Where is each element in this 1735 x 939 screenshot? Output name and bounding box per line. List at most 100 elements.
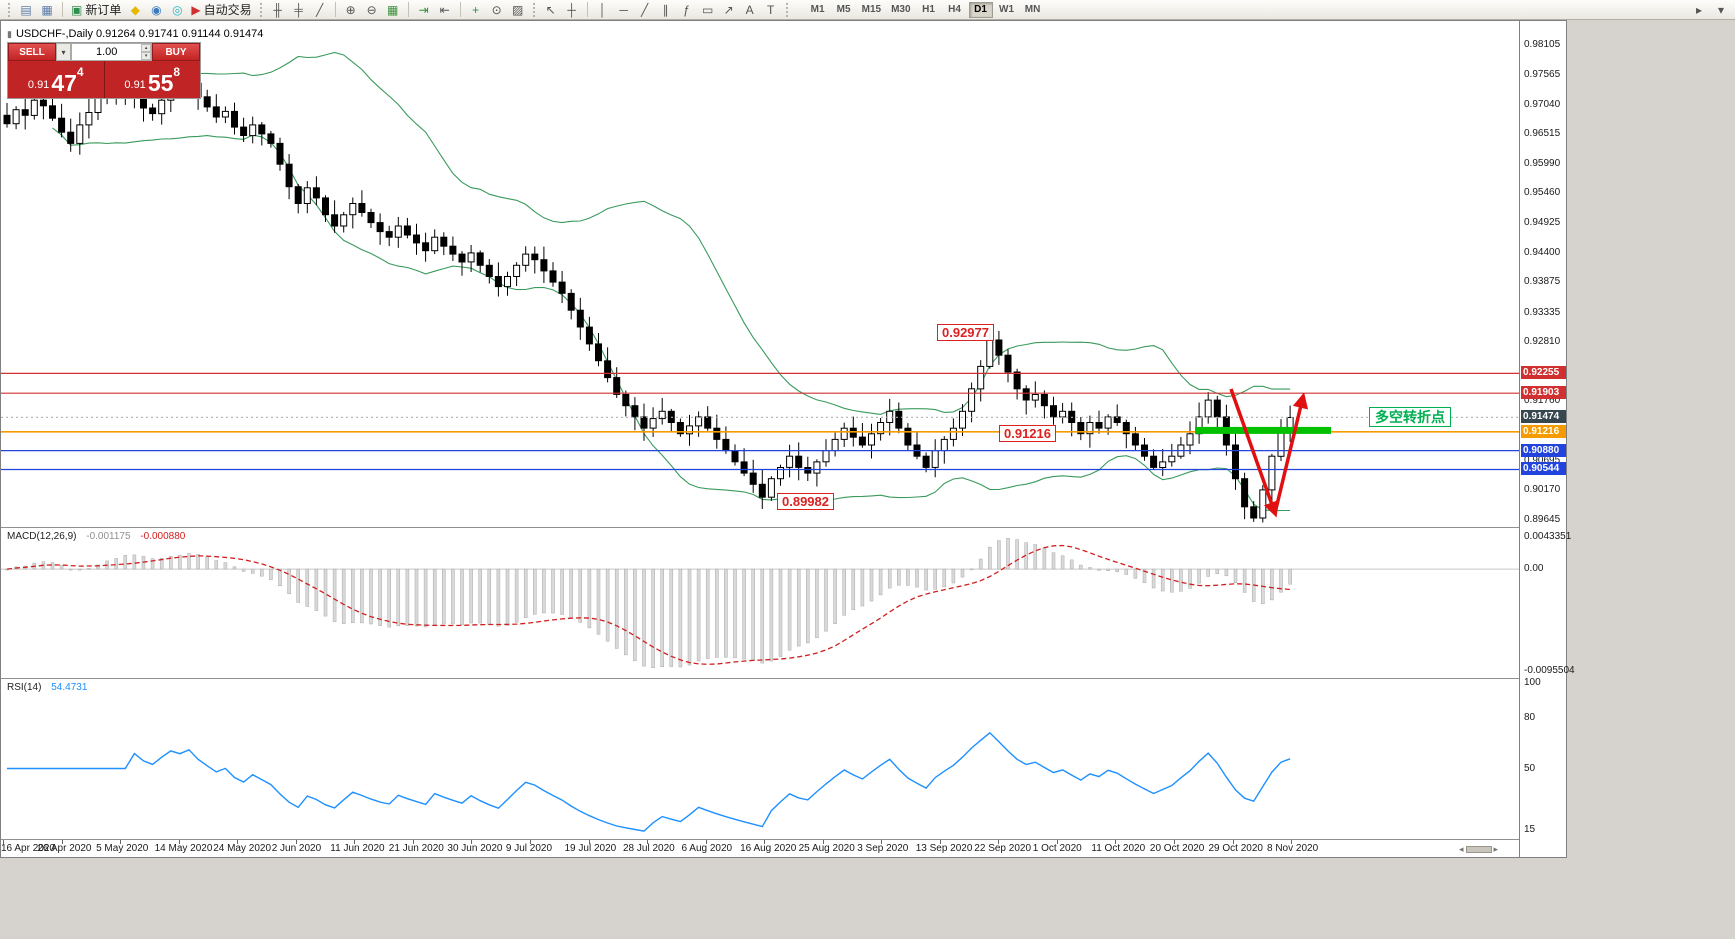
panel-splitter-1[interactable] [1,527,1566,528]
horizontal-line-icon[interactable]: ─ [614,1,634,19]
date-tick [705,840,707,844]
panel-splitter-2[interactable] [1,678,1566,679]
price-axis[interactable]: 0.98105 0.97565 0.97040 0.96515 0.95990 0.954… [1519,21,1575,857]
price-axis-label: 0.98105 [1524,38,1561,50]
line-chart-icon-glyph: ╱ [315,2,324,17]
auto-scroll-icon[interactable]: ⇥ [414,1,434,19]
date-label: 26 Apr 2020 [37,843,92,854]
buy-button[interactable]: BUY [152,43,200,61]
price-chart[interactable]: ▮ USDCHF-,Daily 0.91264 0.91741 0.91144 … [1,21,1519,527]
timeframe-mn[interactable]: MN [1021,2,1045,18]
price-axis-label: 0.93335 [1524,306,1561,318]
zoom-out-icon[interactable]: ⊖ [362,1,382,19]
shapes-icon[interactable]: ▭ [698,1,718,19]
support-line-tag-2: 0.90544 [1521,462,1566,476]
toolbar-right-icon-1[interactable]: ▸ [1689,1,1709,19]
sell-price[interactable]: 0.91 47 4 [8,61,105,98]
zoom-out-icon-glyph: ⊖ [366,2,377,17]
macd-header: MACD(12,26,9) -0.001175 -0.000880 [7,531,185,542]
tile-windows-icon[interactable]: ▦ [383,1,403,19]
price-axis-label: 0.89645 [1524,513,1561,525]
vertical-line-icon[interactable]: │ [593,1,613,19]
indicator-axis-label: 80 [1524,711,1536,723]
indicators-button[interactable]: + [466,1,486,19]
price-axis-label: 0.95990 [1524,157,1561,169]
date-tick [237,840,239,844]
rsi-panel[interactable]: RSI(14) 54.4731 [1,679,1519,839]
volume-input[interactable] [72,44,142,60]
low-price-callout: 0.89982 [777,493,834,510]
volume-dropdown-button[interactable]: ▾ [56,43,71,61]
date-tick [120,840,122,844]
rsi-svg [7,731,1291,832]
text-icon[interactable]: A [740,1,760,19]
peak-price-callout: 0.92977 [937,324,994,341]
bar-chart-icon[interactable]: ╫ [268,1,288,19]
chart-shift-icon-glyph: ⇤ [439,2,450,17]
cursor-icon[interactable]: ↖ [541,1,561,19]
timeframe-m30[interactable]: M30 [887,2,914,18]
timeframe-h1[interactable]: H1 [917,2,941,18]
price-axis-label: 0.94400 [1524,246,1561,258]
toolbar-separator [459,2,461,17]
volume-down-button[interactable]: ▾ [141,52,151,60]
arrows-icon[interactable]: ↗ [719,1,739,19]
periods-button[interactable]: ⊙ [487,1,507,19]
market-icon-glyph: ◉ [151,2,162,17]
line-chart-icon[interactable]: ╱ [310,1,330,19]
sell-button[interactable]: SELL [8,43,56,61]
templates-button[interactable]: ▨ [508,1,528,19]
candlestick-chart-icon[interactable]: ╪ [289,1,309,19]
date-label: 14 May 2020 [154,843,213,854]
vertical-line-icon-glyph: │ [598,2,607,17]
price-axis-label: 0.92810 [1524,336,1561,348]
date-tick [1056,840,1058,844]
toolbar-right-icon-2[interactable]: ▾ [1711,1,1731,19]
new-chart-icon[interactable]: ▤ [16,1,36,19]
channel-icon[interactable]: ∥ [656,1,676,19]
chart-title-text: USDCHF-,Daily 0.91264 0.91741 0.91144 0.… [15,28,264,40]
timeframe-m5[interactable]: M5 [832,2,856,18]
timeframe-m15[interactable]: M15 [858,2,885,18]
date-tick [178,840,180,844]
chart-hscrollbar[interactable]: ◂ ▸ [1459,844,1498,855]
date-tick [647,840,648,844]
autotrading-button[interactable]: ▶ 自动交易 [188,1,254,19]
panel-splitter-3[interactable] [1,839,1566,840]
timeframe-d1[interactable]: D1 [968,1,993,18]
trendline-icon[interactable]: ╱ [635,1,655,19]
macd-panel[interactable]: MACD(12,26,9) -0.001175 -0.000880 [1,528,1519,678]
cursor-icon-glyph: ↖ [545,2,556,17]
price-axis-label: 0.90170 [1524,484,1561,496]
timeframe-m1[interactable]: M1 [806,2,830,18]
crosshair-icon[interactable]: ┼ [562,1,582,19]
date-label: 21 Jun 2020 [388,843,444,854]
hscroll-left-arrow[interactable]: ◂ [1459,844,1464,854]
new-order-button[interactable]: ▣ 新订单 [68,1,124,19]
market-icon[interactable]: ◉ [146,1,166,19]
text-label-icon[interactable]: T [761,1,781,19]
turning-point-note: 多空转折点 [1369,407,1451,427]
timeframe-toolbar: M1 M5 M15 M30 H1 H4 D1 W1 MN [806,1,1045,18]
price-chart-svg [1,51,1519,523]
sell-price-sup: 4 [76,65,84,79]
hscroll-right-arrow[interactable]: ▸ [1493,844,1499,854]
date-axis[interactable]: 16 Apr 2020 26 Apr 2020 5 May 2020 14 May 2… [1,840,1519,857]
buy-price-prefix: 0.91 [124,79,146,91]
chart-icon: ▮ [7,28,12,39]
strategy-tester-icon-glyph: ◎ [172,2,183,17]
date-label: 20 Oct 2020 [1149,843,1205,854]
chart-shift-icon[interactable]: ⇤ [435,1,455,19]
strategy-tester-icon[interactable]: ◎ [167,1,187,19]
timeframe-h4[interactable]: H4 [943,2,967,18]
profiles-icon[interactable]: ▦ [37,1,57,19]
zoom-in-icon[interactable]: ⊕ [341,1,361,19]
hscroll-thumb[interactable] [1465,846,1492,853]
date-label: 11 Jun 2020 [330,843,385,854]
volume-up-button[interactable]: ▴ [141,44,151,52]
buy-price[interactable]: 0.91 55 8 [104,61,200,98]
alerts-icon[interactable]: ◆ [125,1,145,19]
macd-main-value: -0.001175 [86,531,131,542]
timeframe-w1[interactable]: W1 [995,2,1019,18]
fibonacci-icon[interactable]: ƒ [677,1,697,19]
